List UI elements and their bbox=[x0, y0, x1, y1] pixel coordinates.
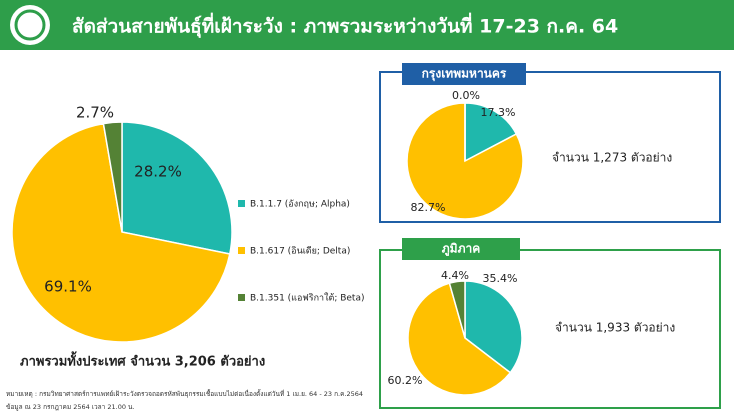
pie-slice bbox=[11, 122, 231, 343]
data-label: 0.0% bbox=[452, 89, 480, 102]
region-tab bbox=[402, 238, 520, 260]
pie-slice bbox=[102, 121, 123, 233]
region-box bbox=[379, 249, 721, 409]
data-label: 4.4% bbox=[441, 269, 469, 282]
data-label: 69.1% bbox=[44, 278, 92, 296]
pie-slice bbox=[464, 280, 523, 374]
overall-caption: ภาพรวมทั้งประเทศ จำนวน 3,206 ตัวอย่าง bbox=[20, 351, 265, 370]
legend-label: B.1.1.7 (อังกฤษ; Alpha) bbox=[250, 200, 350, 210]
header-bar bbox=[0, 0, 734, 50]
data-label: 28.2% bbox=[134, 163, 182, 181]
pie-slice bbox=[407, 282, 512, 396]
bangkok-tab bbox=[402, 63, 526, 85]
panel-title: ภูมิภาค bbox=[442, 242, 481, 257]
logo-ring bbox=[14, 9, 46, 41]
data-label: 17.3% bbox=[481, 106, 516, 119]
pie-slice bbox=[464, 102, 518, 163]
data-label: 35.4% bbox=[483, 272, 518, 285]
data-label: 60.2% bbox=[388, 374, 423, 387]
panel-title: กรุงเทพมหานคร bbox=[422, 67, 507, 82]
header-title: สัดส่วนสายพันธุ์ที่เฝ้าระวัง : ภาพรวมระห… bbox=[72, 13, 618, 39]
legend-swatch bbox=[238, 247, 245, 254]
footnote: หมายเหตุ : กรมวิทยาศาสตร์การแพทย์เฝ้าระว… bbox=[6, 389, 363, 398]
footnote: ข้อมูล ณ 23 กรกฎาคม 2564 เวลา 21.00 น. bbox=[6, 403, 135, 411]
sample-count: จำนวน 1,933 ตัวอย่าง bbox=[555, 321, 675, 335]
pie-slice bbox=[121, 121, 233, 255]
legend-label: B.1.617 (อินเดีย; Delta) bbox=[250, 246, 350, 257]
legend-swatch bbox=[238, 294, 245, 301]
legend-swatch bbox=[238, 200, 245, 207]
data-label: 2.7% bbox=[76, 104, 114, 122]
data-label: 82.7% bbox=[411, 201, 446, 214]
pie-slice bbox=[448, 280, 466, 339]
bangkok-box bbox=[379, 71, 721, 223]
legend-label: B.1.351 (แอฟริกาใต้; Beta) bbox=[250, 293, 365, 304]
sample-count: จำนวน 1,273 ตัวอย่าง bbox=[552, 151, 672, 165]
